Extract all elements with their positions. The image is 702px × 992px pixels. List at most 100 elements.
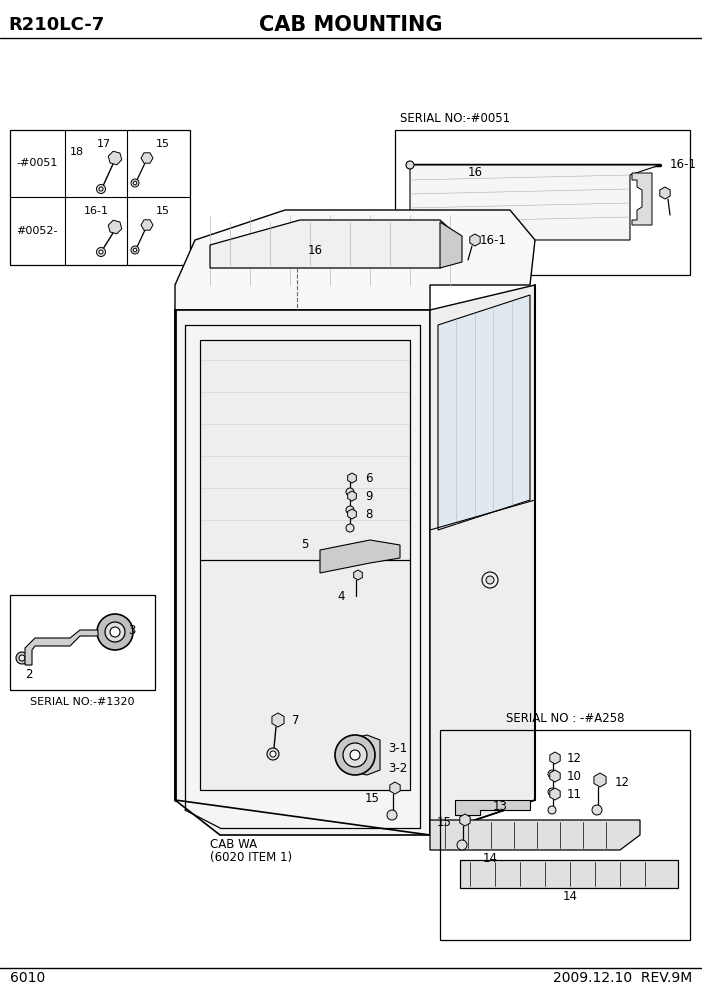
Text: 16: 16 <box>307 243 322 257</box>
Text: 7: 7 <box>292 713 300 726</box>
Text: 3-1: 3-1 <box>388 741 407 755</box>
Polygon shape <box>550 770 560 782</box>
Circle shape <box>99 250 103 254</box>
Circle shape <box>16 652 28 664</box>
Polygon shape <box>440 222 462 268</box>
Polygon shape <box>550 752 560 764</box>
Polygon shape <box>108 151 121 165</box>
Text: 16-1: 16-1 <box>670 159 697 172</box>
Circle shape <box>387 810 397 820</box>
Circle shape <box>133 182 137 185</box>
Circle shape <box>270 751 276 757</box>
Polygon shape <box>460 814 470 826</box>
Text: #0052-: #0052- <box>16 226 58 236</box>
Text: 13: 13 <box>493 801 508 813</box>
Polygon shape <box>347 491 357 501</box>
Bar <box>440 730 690 940</box>
Polygon shape <box>272 713 284 727</box>
Polygon shape <box>354 570 362 580</box>
Polygon shape <box>632 173 652 225</box>
Text: 3: 3 <box>128 624 135 637</box>
Polygon shape <box>594 773 606 787</box>
Circle shape <box>131 179 139 187</box>
Text: 2: 2 <box>25 669 32 682</box>
Polygon shape <box>347 509 357 519</box>
Circle shape <box>346 488 354 496</box>
Polygon shape <box>430 820 640 850</box>
Text: 12: 12 <box>615 776 630 789</box>
Circle shape <box>592 805 602 815</box>
Circle shape <box>548 806 556 814</box>
Polygon shape <box>550 788 560 800</box>
Polygon shape <box>390 782 400 794</box>
Polygon shape <box>320 540 400 573</box>
Circle shape <box>350 750 360 760</box>
Text: (6020 ITEM 1): (6020 ITEM 1) <box>210 851 292 864</box>
Text: 15: 15 <box>156 206 170 216</box>
Circle shape <box>105 622 125 642</box>
Polygon shape <box>141 153 153 164</box>
Circle shape <box>548 788 556 796</box>
Polygon shape <box>108 220 121 234</box>
Circle shape <box>96 185 105 193</box>
Text: 18: 18 <box>70 147 84 157</box>
Text: 4: 4 <box>338 589 345 602</box>
Polygon shape <box>347 473 357 483</box>
Text: 9: 9 <box>365 489 373 503</box>
Text: 15: 15 <box>156 139 170 149</box>
Circle shape <box>482 572 498 588</box>
Text: CAB WA: CAB WA <box>210 838 257 851</box>
Circle shape <box>346 506 354 514</box>
Text: 11: 11 <box>567 788 582 801</box>
Circle shape <box>110 627 120 637</box>
Polygon shape <box>175 310 430 835</box>
Text: 8: 8 <box>365 508 372 521</box>
Text: 17: 17 <box>97 139 111 149</box>
Circle shape <box>548 770 556 778</box>
Bar <box>395 130 690 275</box>
Text: SERIAL NO : -#A258: SERIAL NO : -#A258 <box>505 711 624 724</box>
Polygon shape <box>455 800 530 815</box>
Polygon shape <box>438 295 530 530</box>
Circle shape <box>267 748 279 760</box>
Polygon shape <box>210 220 460 268</box>
Text: 6: 6 <box>365 471 373 484</box>
Text: 6010: 6010 <box>10 971 45 985</box>
Circle shape <box>19 655 25 661</box>
Circle shape <box>99 187 103 191</box>
Text: 15: 15 <box>365 792 380 805</box>
Polygon shape <box>25 630 98 665</box>
Polygon shape <box>470 234 480 246</box>
Text: R210LC-7: R210LC-7 <box>8 16 105 34</box>
Circle shape <box>486 576 494 584</box>
Circle shape <box>97 614 133 650</box>
Text: 10: 10 <box>567 770 582 783</box>
Polygon shape <box>460 860 678 888</box>
Circle shape <box>457 840 467 850</box>
Text: 14: 14 <box>482 851 498 864</box>
Polygon shape <box>345 735 380 775</box>
Bar <box>10 595 155 690</box>
Circle shape <box>346 524 354 532</box>
Circle shape <box>133 248 137 252</box>
Text: 14: 14 <box>562 890 578 903</box>
Bar <box>200 340 410 790</box>
Bar <box>10 130 190 265</box>
Text: 16-1: 16-1 <box>480 233 507 246</box>
Text: 2009.12.10  REV.9M: 2009.12.10 REV.9M <box>552 971 692 985</box>
Text: 15: 15 <box>437 815 452 828</box>
Circle shape <box>343 743 367 767</box>
Circle shape <box>406 161 414 169</box>
Polygon shape <box>175 210 535 310</box>
Polygon shape <box>430 285 535 835</box>
Text: 12: 12 <box>567 752 582 765</box>
Text: CAB MOUNTING: CAB MOUNTING <box>259 15 443 35</box>
Text: SERIAL NO:-#1320: SERIAL NO:-#1320 <box>29 697 134 707</box>
Circle shape <box>335 735 375 775</box>
Text: 16-1: 16-1 <box>84 206 109 216</box>
Text: 16: 16 <box>468 166 482 179</box>
Text: 5: 5 <box>300 539 308 552</box>
Polygon shape <box>410 165 660 240</box>
Text: SERIAL NO:-#0051: SERIAL NO:-#0051 <box>400 111 510 125</box>
Polygon shape <box>660 187 670 199</box>
